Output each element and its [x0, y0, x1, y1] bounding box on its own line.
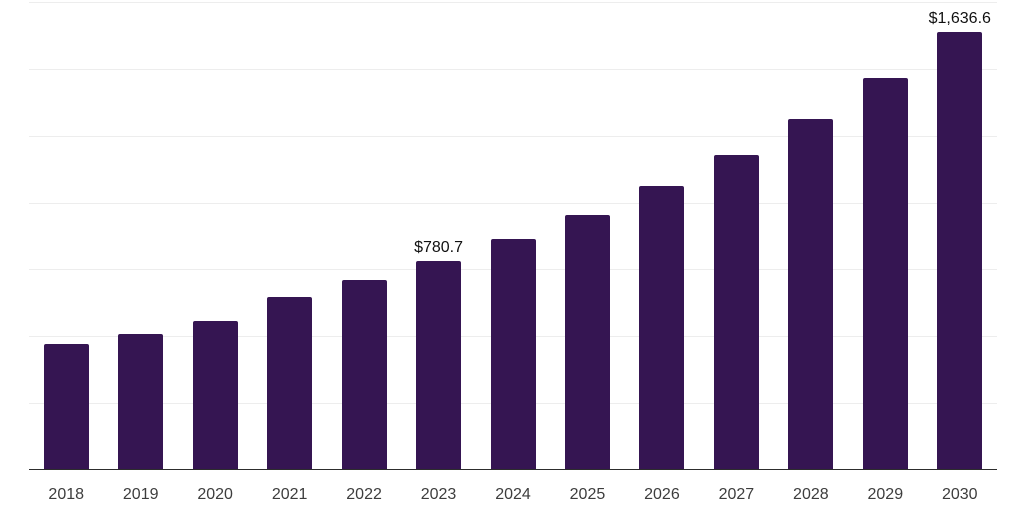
- bar-2019: [118, 334, 164, 470]
- gridline-1250: [29, 135, 997, 137]
- data-label-2030: $1,636.6: [928, 10, 991, 28]
- bar-2024: [490, 238, 536, 470]
- x-tick-2025: 2025: [569, 486, 606, 503]
- x-tick-2018: 2018: [48, 486, 85, 503]
- bar-2027: [713, 154, 759, 470]
- gridline-1000: [29, 202, 997, 204]
- bar-2026: [639, 186, 685, 470]
- x-tick-2026: 2026: [644, 486, 680, 503]
- bar-2029: [862, 77, 908, 470]
- x-tick-2020: 2020: [197, 486, 233, 503]
- bar-2022: [341, 280, 387, 470]
- x-tick-2030: 2030: [941, 486, 978, 503]
- x-tick-2027: 2027: [718, 486, 755, 503]
- x-axis-line: [29, 468, 997, 470]
- gridline-1500: [29, 68, 997, 70]
- plot-area: $780.7 $1,636.6: [29, 0, 997, 470]
- x-tick-2022: 2022: [346, 486, 382, 503]
- bar-2025: [564, 215, 610, 470]
- x-tick-2023: 2023: [420, 486, 457, 503]
- x-tick-2024: 2024: [495, 486, 531, 503]
- data-label-2023: $780.7: [414, 239, 463, 257]
- x-tick-2019: 2019: [122, 486, 159, 503]
- bar-2028: [788, 119, 834, 470]
- x-tick-2021: 2021: [271, 486, 308, 503]
- bar-2021: [267, 296, 313, 470]
- bar-2020: [192, 320, 238, 470]
- bar-2018: [43, 344, 89, 470]
- x-tick-2029: 2029: [867, 486, 904, 503]
- x-tick-2028: 2028: [793, 486, 829, 503]
- x-axis-labels: 2018 2019 2020 2021 2022 2023 2024 2025 2026 2027…: [29, 470, 997, 512]
- gridline-1750: [29, 2, 997, 3]
- bar-2023: [416, 261, 462, 470]
- bar-2030: [937, 32, 983, 470]
